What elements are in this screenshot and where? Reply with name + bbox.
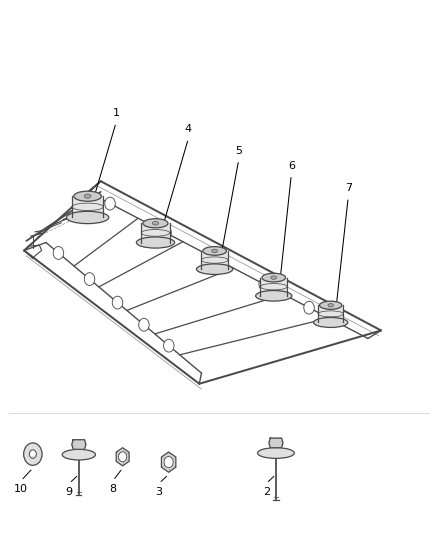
Text: 4: 4 — [185, 124, 192, 134]
Circle shape — [119, 452, 127, 462]
Polygon shape — [162, 452, 176, 472]
Text: 7: 7 — [345, 183, 352, 193]
Text: 2: 2 — [263, 487, 270, 497]
Circle shape — [304, 301, 314, 314]
Circle shape — [53, 247, 64, 260]
Circle shape — [84, 273, 95, 286]
Polygon shape — [141, 223, 170, 243]
Text: 3: 3 — [155, 487, 162, 497]
Circle shape — [259, 278, 269, 290]
Ellipse shape — [314, 318, 348, 327]
Circle shape — [29, 450, 36, 458]
Text: 6: 6 — [288, 160, 295, 171]
Circle shape — [161, 227, 171, 239]
Ellipse shape — [319, 301, 342, 309]
Circle shape — [164, 457, 173, 467]
Polygon shape — [72, 196, 103, 217]
Circle shape — [211, 253, 222, 266]
Circle shape — [24, 443, 42, 465]
Ellipse shape — [74, 191, 102, 201]
Ellipse shape — [262, 273, 286, 282]
Circle shape — [163, 340, 174, 352]
Ellipse shape — [271, 276, 277, 279]
Polygon shape — [269, 438, 283, 448]
Ellipse shape — [136, 237, 175, 248]
Text: 9: 9 — [66, 487, 73, 497]
Polygon shape — [72, 440, 86, 449]
Ellipse shape — [152, 221, 159, 225]
Ellipse shape — [197, 264, 233, 274]
Ellipse shape — [212, 249, 218, 253]
Polygon shape — [116, 448, 129, 466]
Ellipse shape — [328, 304, 333, 307]
Polygon shape — [318, 305, 343, 322]
Ellipse shape — [256, 290, 292, 301]
Circle shape — [112, 296, 123, 309]
Ellipse shape — [143, 219, 168, 228]
Circle shape — [139, 318, 149, 331]
Ellipse shape — [67, 211, 109, 224]
Text: 8: 8 — [110, 484, 117, 494]
Text: 1: 1 — [113, 108, 120, 118]
Text: 5: 5 — [235, 146, 242, 156]
Ellipse shape — [62, 449, 95, 460]
Polygon shape — [201, 251, 228, 269]
Polygon shape — [260, 278, 287, 296]
Ellipse shape — [84, 194, 91, 198]
Ellipse shape — [203, 247, 226, 255]
Ellipse shape — [258, 448, 294, 458]
Text: 10: 10 — [14, 484, 28, 494]
Circle shape — [105, 197, 115, 210]
